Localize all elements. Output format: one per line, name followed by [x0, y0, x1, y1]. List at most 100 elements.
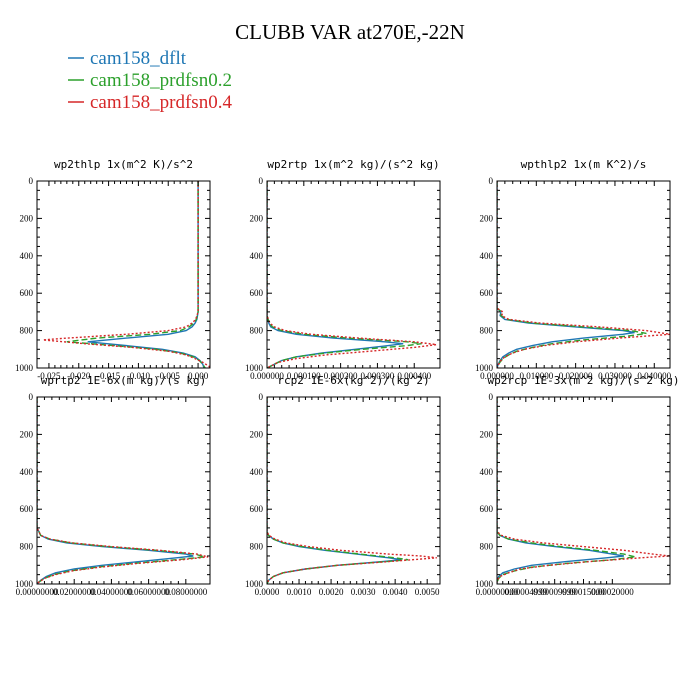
series-cam158_prdfsn0.2 — [497, 397, 636, 584]
x-tick-label: 0.0010 — [287, 587, 312, 597]
x-tick-label: 0.0040 — [383, 587, 408, 597]
y-tick-label: 400 — [20, 467, 34, 477]
x-tick-label: -0.020 — [67, 371, 91, 381]
legend-entry: cam158_prdfsn0.2 — [90, 70, 232, 91]
y-tick-label: 0 — [259, 176, 264, 186]
series-cam158_dflt — [87, 181, 205, 368]
y-tick-label: 800 — [20, 326, 34, 336]
panel-title: wp2thlp 1x(m^2 K)/s^2 — [54, 158, 193, 171]
x-tick-label: 0.000200 — [324, 371, 358, 381]
y-tick-label: 600 — [250, 288, 264, 298]
x-tick-label: 0.020000 — [559, 371, 593, 381]
x-tick-label: 0.00015000 — [562, 587, 605, 597]
y-tick-label: 200 — [250, 429, 264, 439]
y-tick-label: 200 — [20, 429, 34, 439]
y-tick-label: 1000 — [245, 579, 264, 589]
x-tick-label: 0.000100 — [287, 371, 321, 381]
series-cam158_dflt — [497, 397, 625, 584]
panel-title: wpthlp2 1x(m K^2)/s — [521, 158, 647, 171]
y-tick-label: 1000 — [475, 363, 494, 373]
panel-title: wp2rtp 1x(m^2 kg)/(s^2 kg) — [267, 158, 439, 171]
y-tick-label: 400 — [480, 467, 494, 477]
series-cam158_prdfsn0.4 — [267, 181, 437, 368]
y-tick-label: 800 — [480, 326, 494, 336]
y-tick-label: 0 — [489, 392, 494, 402]
panel-2: wp2rtp 1x(m^2 kg)/(s^2 kg)0 200 400 600 800 1… — [245, 158, 441, 381]
series-cam158_prdfsn0.2 — [497, 181, 647, 368]
y-tick-label: 0 — [259, 392, 264, 402]
panel-3: wpthlp2 1x(m K^2)/s 0 200 400 600 800 10000.00… — [475, 158, 672, 381]
x-tick-label: 0.000 — [188, 371, 209, 381]
y-tick-label: 800 — [250, 326, 264, 336]
y-tick-label: 400 — [250, 251, 264, 261]
x-tick-label: 0.000300 — [361, 371, 395, 381]
panel-4: wprtp2 1E-6x(m kg)/(s kg) 0 200 400 600 800 10… — [15, 374, 211, 597]
y-tick-label: 1000 — [475, 579, 494, 589]
figure-title: CLUBB VAR at270E,-22N — [235, 20, 465, 44]
y-tick-label: 200 — [480, 429, 494, 439]
y-tick-label: 0 — [29, 392, 34, 402]
x-tick-label: 0.000000 — [480, 371, 514, 381]
x-tick-label: 0.00009999 — [533, 587, 576, 597]
y-tick-label: 1000 — [15, 363, 34, 373]
panel-title: wp2rcp 1E-3x(m^2 kg)/(s^2 kg) — [487, 374, 679, 387]
y-tick-label: 600 — [480, 504, 494, 514]
panel-6: wp2rcp 1E-3x(m^2 kg)/(s^2 kg) 0 200 400 600 8… — [475, 374, 680, 597]
y-tick-label: 400 — [20, 251, 34, 261]
x-tick-label: 0.0050 — [415, 587, 440, 597]
series-cam158_prdfsn0.2 — [267, 397, 409, 584]
x-tick-label: -0.015 — [97, 371, 121, 381]
x-tick-label: 0.030000 — [598, 371, 632, 381]
y-tick-label: 200 — [20, 213, 34, 223]
series-cam158_prdfsn0.2 — [66, 181, 206, 368]
panel-title: wprtp2 1E-6x(m kg)/(s kg) — [41, 374, 207, 387]
y-tick-label: 800 — [480, 542, 494, 552]
x-tick-label: -0.010 — [127, 371, 151, 381]
y-tick-label: 0 — [489, 176, 494, 186]
panel-1: wp2thlp 1x(m^2 K)/s^202004006008001000-0… — [15, 158, 211, 381]
y-tick-label: 0 — [29, 176, 34, 186]
x-tick-label: -0.005 — [157, 371, 181, 381]
series-cam158_prdfsn0.4 — [37, 397, 209, 584]
y-tick-label: 600 — [20, 288, 34, 298]
legend-entry: cam158_dflt — [90, 48, 187, 69]
y-tick-label: 800 — [20, 542, 34, 552]
x-tick-label: 0.000000 — [250, 371, 284, 381]
x-tick-label: 0.040000 — [637, 371, 671, 381]
x-tick-label: 0.06000000 — [127, 587, 170, 597]
y-tick-label: 600 — [20, 504, 34, 514]
panel-title: rcp2 1E-6x(kg^2)/(kg^2) — [277, 374, 429, 387]
y-tick-label: 600 — [480, 288, 494, 298]
x-tick-label: 0.010000 — [519, 371, 553, 381]
series-cam158_prdfsn0.4 — [42, 181, 210, 368]
x-tick-label: 0.02000000 — [53, 587, 96, 597]
legend-entry: cam158_prdfsn0.4 — [90, 92, 232, 113]
series-cam158_prdfsn0.2 — [267, 181, 422, 368]
x-tick-label: 0.0000 — [255, 587, 280, 597]
plot-frame — [36, 180, 211, 369]
y-tick-label: 200 — [250, 213, 264, 223]
plot-frame — [266, 396, 441, 585]
x-tick-label: -0.025 — [37, 371, 61, 381]
series-cam158_prdfsn0.4 — [267, 397, 437, 584]
series-cam158_prdfsn0.4 — [497, 397, 670, 584]
x-tick-label: 0.00004999 — [504, 587, 547, 597]
series-cam158_dflt — [267, 181, 404, 368]
y-tick-label: 600 — [250, 504, 264, 514]
panel-5: rcp2 1E-6x(kg^2)/(kg^2) 0 200 400 600 800 1000… — [245, 374, 441, 597]
x-tick-label: 0.000400 — [397, 371, 431, 381]
plot-frame — [36, 396, 211, 585]
series-cam158_dflt — [37, 397, 194, 584]
y-tick-label: 1000 — [245, 363, 264, 373]
series-cam158_prdfsn0.4 — [497, 181, 670, 368]
x-tick-label: 0.00000000 — [16, 587, 59, 597]
y-tick-label: 1000 — [15, 579, 34, 589]
y-tick-label: 800 — [250, 542, 264, 552]
y-tick-label: 400 — [480, 251, 494, 261]
x-tick-label: 0.0030 — [351, 587, 376, 597]
x-tick-label: 0.08000000 — [164, 587, 207, 597]
y-tick-label: 200 — [480, 213, 494, 223]
x-tick-label: 0.00020000 — [591, 587, 634, 597]
y-tick-label: 400 — [250, 467, 264, 477]
